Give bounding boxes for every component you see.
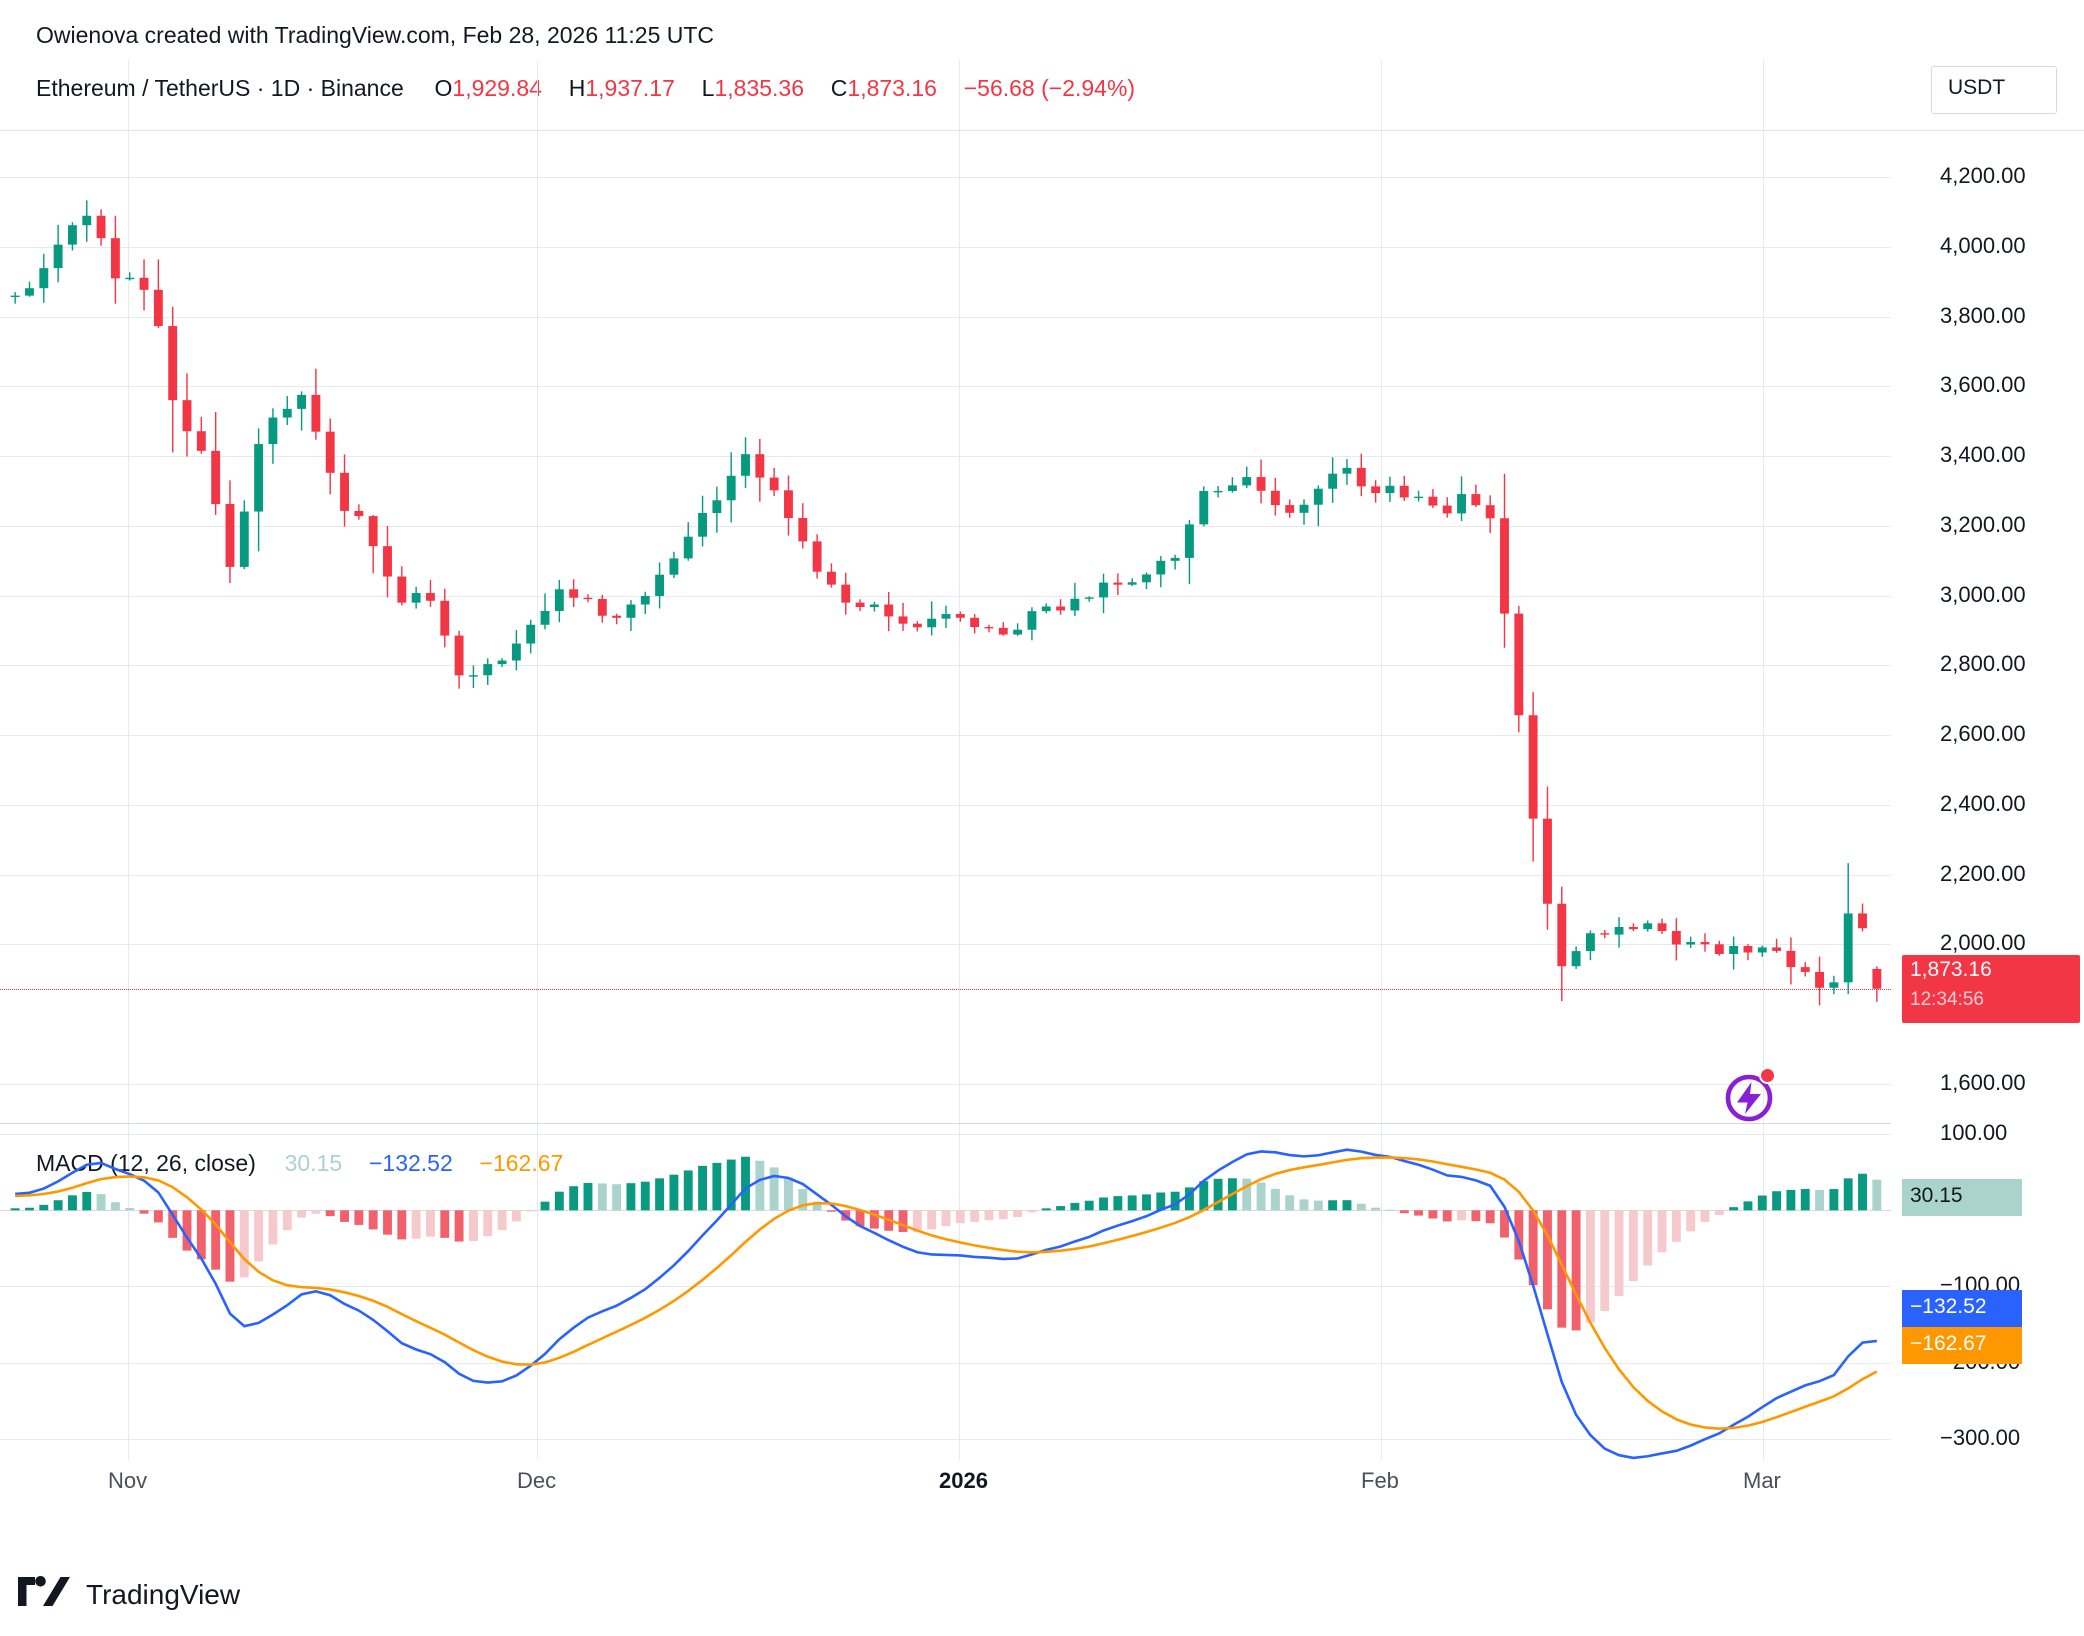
svg-text:TradingView: TradingView <box>86 1579 241 1610</box>
